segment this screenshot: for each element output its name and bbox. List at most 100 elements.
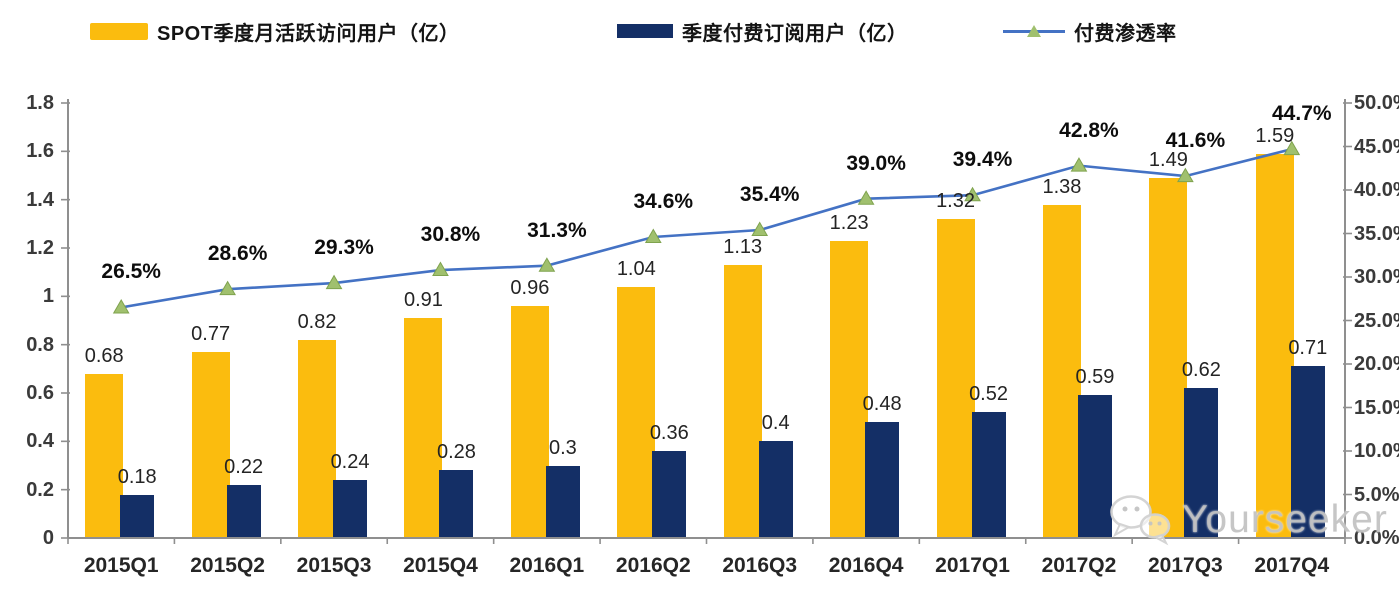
penetration-value-label: 26.5% <box>101 260 161 284</box>
legend-item-penetration: 付费渗透率 <box>1003 12 1177 50</box>
mau-value-label: 1.04 <box>616 257 656 280</box>
mau-legend-label: SPOT季度月活跃访问用户（亿） <box>157 22 460 45</box>
x-axis-category-label: 2015Q4 <box>403 554 478 577</box>
subscribers-legend-swatch <box>617 24 673 38</box>
penetration-value-label: 31.3% <box>527 218 587 242</box>
right-axis-tick-label: 0.0% <box>1354 527 1399 549</box>
mau-value-label: 1.38 <box>1042 175 1082 198</box>
subscribers-value-label: 0.36 <box>649 422 689 444</box>
triangle-marker-icon <box>538 257 556 272</box>
mau-bar <box>723 264 762 538</box>
left-axis-tick-label: 1.8 <box>26 92 54 114</box>
penetration-legend-label: 付费渗透率 <box>1074 22 1177 45</box>
x-axis-category-label: 2016Q2 <box>615 554 691 577</box>
subscribers-value-label: 0.59 <box>1075 366 1115 389</box>
subscribers-bar <box>758 441 793 538</box>
x-axis-category-label: 2017Q3 <box>1148 554 1223 577</box>
subscribers-value-label: 0.71 <box>1288 337 1328 360</box>
mau-bar <box>191 351 230 538</box>
right-axis-tick-label: 10.0% <box>1354 440 1399 462</box>
x-axis-category-label: 2016Q4 <box>828 554 904 577</box>
triangle-marker-icon <box>219 280 236 296</box>
x-axis-category-label: 2016Q3 <box>722 554 798 577</box>
x-axis-category-label: 2017Q2 <box>1041 554 1117 577</box>
right-axis-tick-label: 35.0% <box>1354 222 1399 245</box>
left-axis-tick-label: 1.4 <box>26 188 54 211</box>
subscribers-bar <box>971 412 1006 538</box>
subscribers-value-label: 0.24 <box>330 451 370 473</box>
right-axis-tick-label: 20.0% <box>1354 353 1399 375</box>
triangle-marker-icon <box>432 261 449 277</box>
subscribers-value-label: 0.3 <box>548 436 577 459</box>
subscribers-bar <box>226 484 261 538</box>
penetration-value-label: 29.3% <box>314 236 374 260</box>
left-axis-tick-label: 0.2 <box>26 478 54 501</box>
x-axis-category-label: 2016Q1 <box>509 554 585 577</box>
triangle-marker-icon <box>1070 157 1088 172</box>
left-axis-tick-label: 1 <box>42 285 54 308</box>
subscribers-value-label: 0.62 <box>1181 359 1221 382</box>
mau-value-label: 0.96 <box>510 277 550 299</box>
mau-value-label: 1.23 <box>829 211 869 234</box>
mau-value-label: 0.77 <box>191 322 231 345</box>
penetration-value-label: 44.7% <box>1272 102 1332 126</box>
subscribers-bar <box>545 465 580 538</box>
mau-bar <box>298 339 337 538</box>
penetration-value-label: 35.4% <box>739 183 800 207</box>
right-axis-tick-label: 45.0% <box>1354 135 1399 158</box>
right-axis-tick-label: 25.0% <box>1354 309 1399 332</box>
left-axis-tick-label: 0 <box>42 527 54 549</box>
mau-legend-swatch <box>90 22 148 40</box>
mau-bar <box>404 318 443 538</box>
subscribers-bar <box>1184 388 1219 538</box>
penetration-legend-marker <box>1003 24 1065 38</box>
subscribers-value-label: 0.18 <box>117 465 157 488</box>
penetration-value-label: 34.6% <box>633 189 694 213</box>
mau-bar <box>936 219 975 538</box>
subscribers-legend-label: 季度付费订阅用户（亿） <box>682 22 908 45</box>
left-axis-tick-label: 0.8 <box>26 333 54 356</box>
triangle-marker-icon <box>1027 25 1041 37</box>
right-axis-tick-label: 40.0% <box>1354 179 1399 201</box>
mau-value-label: 1.32 <box>936 190 975 212</box>
left-axis-tick-label: 1.6 <box>26 140 54 163</box>
left-axis-tick-label: 0.4 <box>26 430 54 453</box>
penetration-value-label: 28.6% <box>207 242 268 266</box>
subscribers-value-label: 0.48 <box>862 393 902 415</box>
mau-bar <box>510 306 549 538</box>
subscribers-value-label: 0.28 <box>436 441 476 464</box>
mau-value-label: 0.68 <box>84 344 124 367</box>
x-axis-category-label: 2015Q1 <box>83 554 159 577</box>
triangle-marker-icon <box>112 298 130 314</box>
left-axis-tick-label: 1.2 <box>26 237 54 259</box>
x-axis-category-label: 2015Q2 <box>190 554 265 577</box>
triangle-marker-icon <box>857 190 875 205</box>
mau-bar <box>617 286 656 538</box>
x-axis-category-label: 2015Q3 <box>296 554 372 577</box>
right-axis-tick-label: 5.0% <box>1354 483 1399 506</box>
penetration-line <box>120 147 1293 309</box>
penetration-value-label: 30.8% <box>420 223 481 247</box>
subscribers-value-label: 0.52 <box>969 383 1008 406</box>
subscribers-bar <box>865 422 900 538</box>
subscribers-bar <box>439 470 474 538</box>
right-axis-tick-label: 50.0% <box>1354 92 1399 114</box>
subscribers-bar <box>120 494 155 538</box>
watermark: Yourseeker <box>1106 492 1388 548</box>
subscribers-bar <box>1077 395 1112 538</box>
x-axis-category-label: 2017Q4 <box>1254 554 1330 577</box>
mau-value-label: 0.91 <box>403 289 443 312</box>
subscribers-value-label: 0.4 <box>761 412 790 435</box>
mau-value-label: 0.82 <box>297 310 337 333</box>
mau-value-label: 1.13 <box>723 235 763 258</box>
penetration-value-label: 41.6% <box>1165 129 1226 153</box>
left-axis-tick-label: 0.6 <box>26 382 54 404</box>
right-axis-tick-label: 30.0% <box>1354 266 1399 288</box>
subscribers-value-label: 0.22 <box>224 455 264 478</box>
mau-bar <box>85 373 124 538</box>
triangle-marker-icon <box>325 274 343 290</box>
legend-item-mau: SPOT季度月活跃访问用户（亿） <box>90 12 459 50</box>
penetration-value-label: 39.4% <box>952 148 1013 172</box>
mau-bar <box>830 240 869 538</box>
